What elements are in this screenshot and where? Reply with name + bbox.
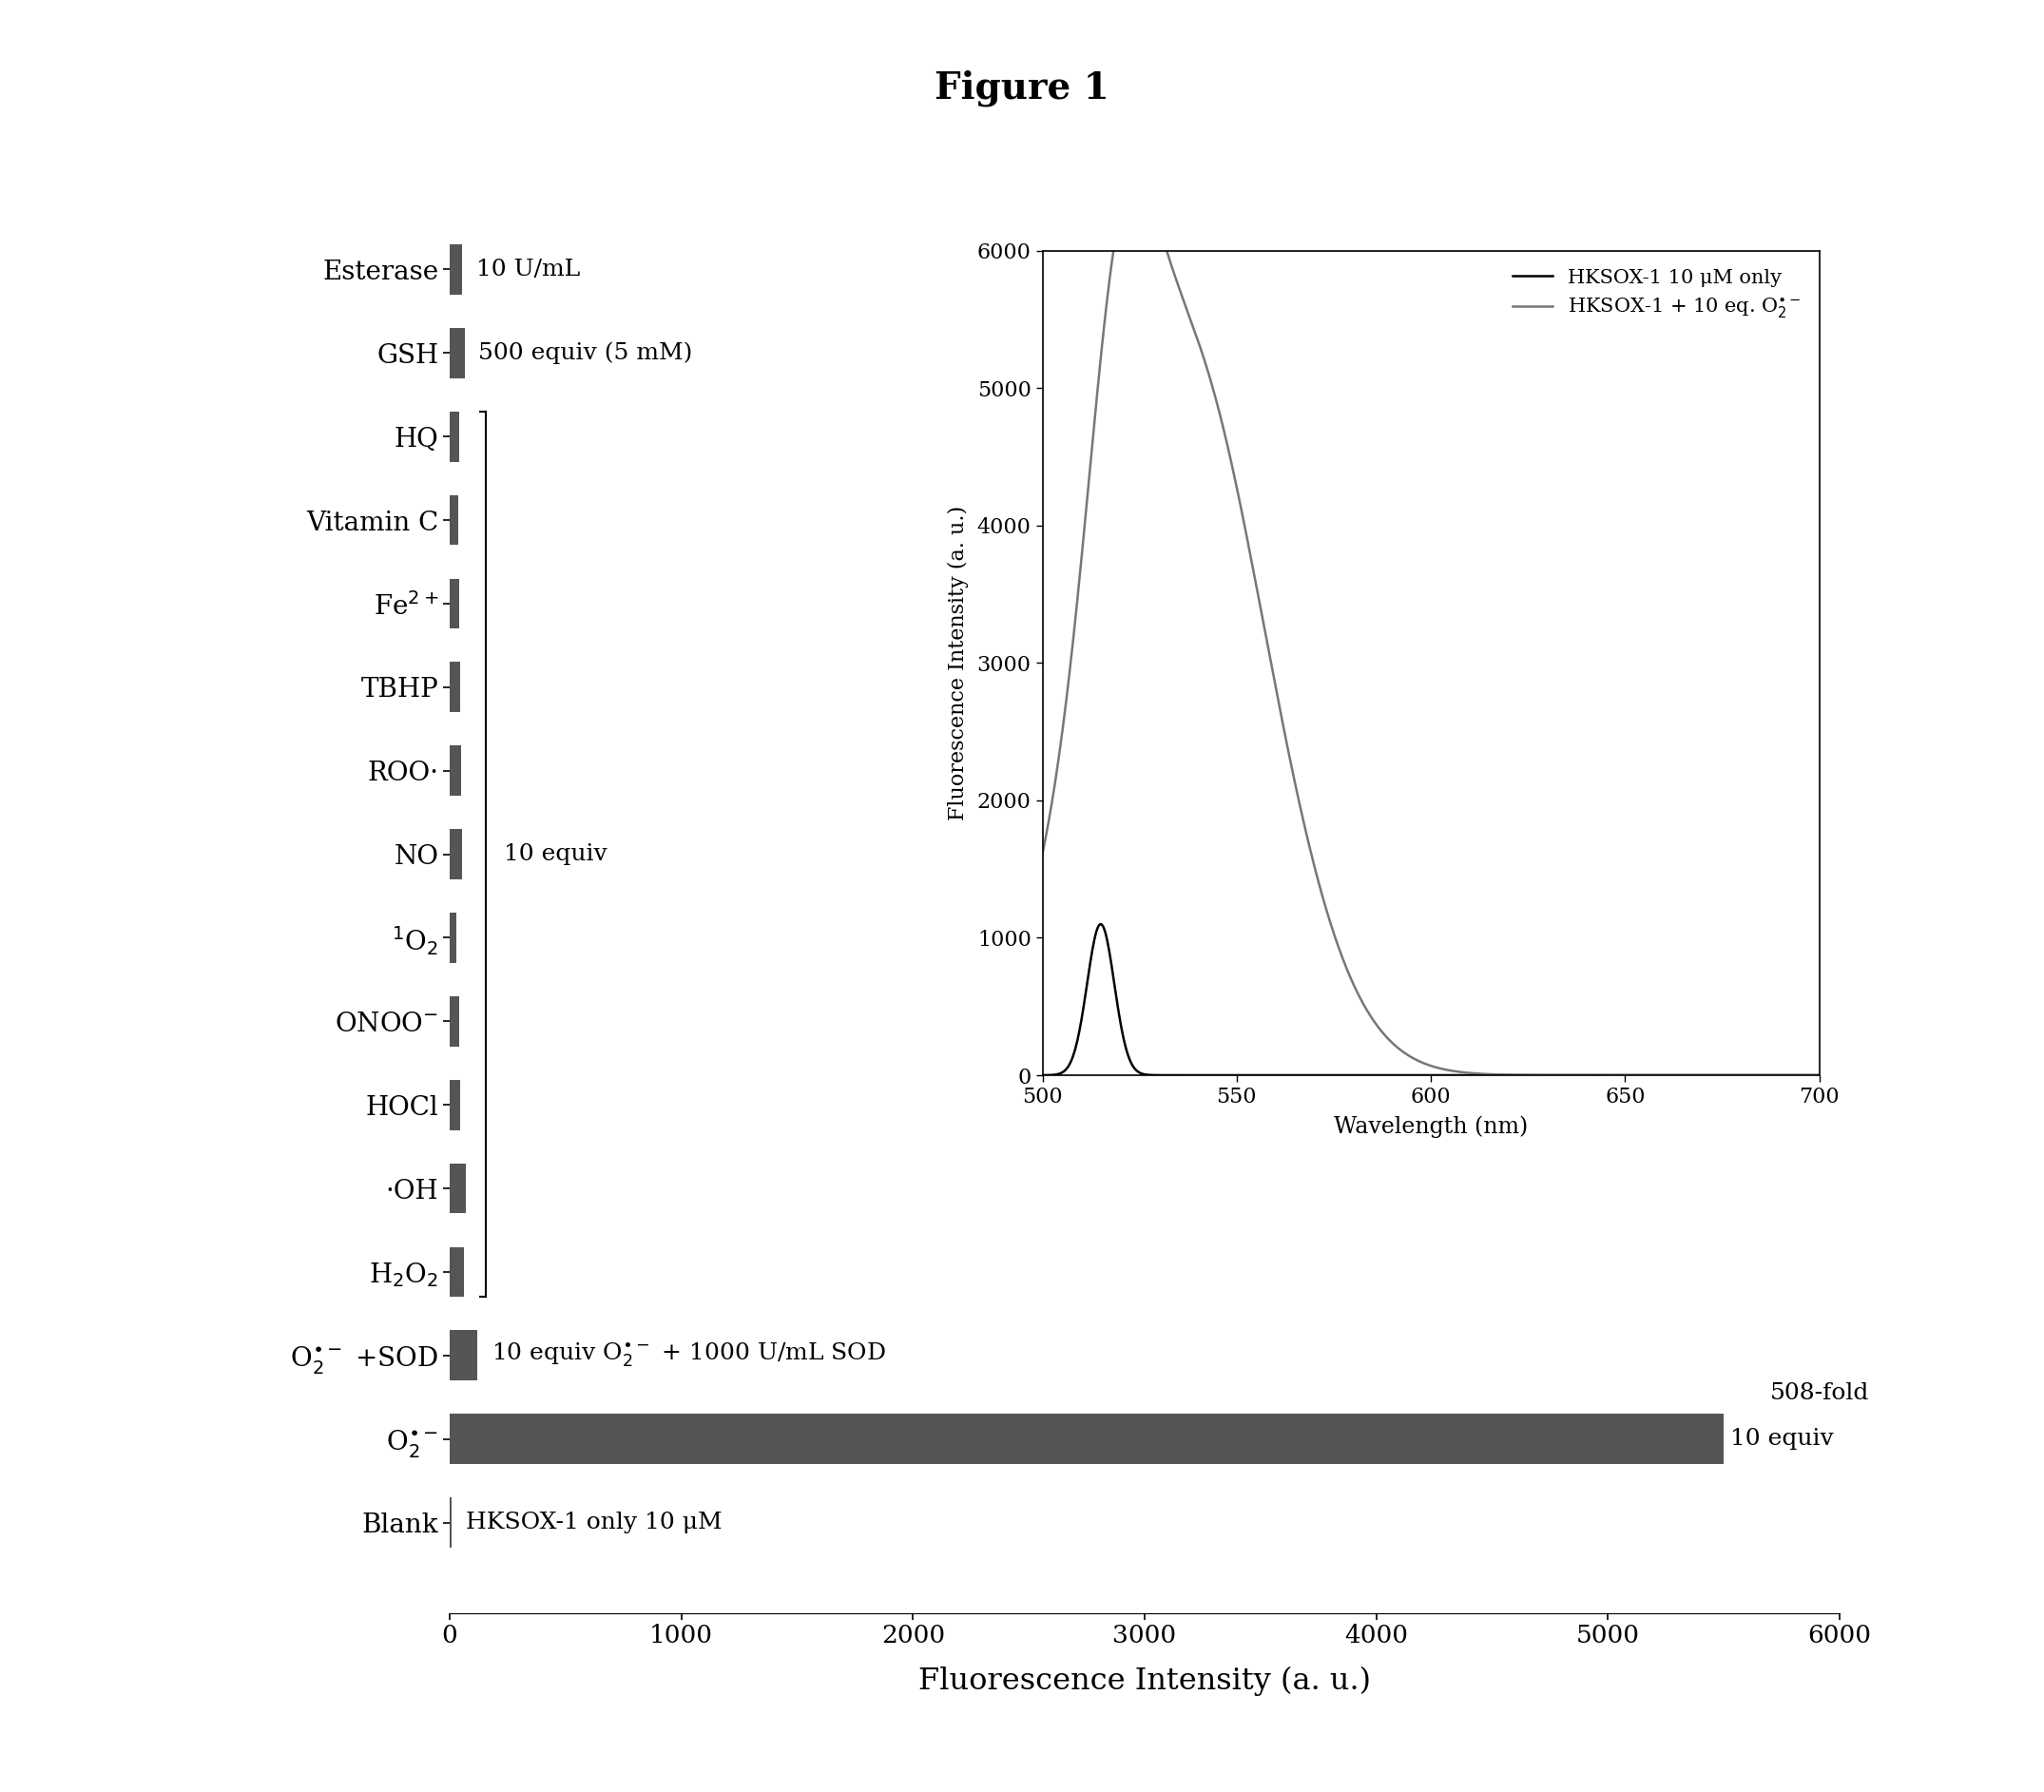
X-axis label: Fluorescence Intensity (a. u.): Fluorescence Intensity (a. u.) — [918, 1667, 1372, 1695]
Bar — [450, 1163, 466, 1213]
X-axis label: Wavelength (nm): Wavelength (nm) — [1335, 1115, 1529, 1138]
Bar — [450, 996, 460, 1047]
Text: 10 equiv: 10 equiv — [505, 844, 607, 866]
Bar — [450, 1414, 1723, 1464]
Bar — [450, 1247, 464, 1297]
Bar — [450, 412, 460, 462]
Bar — [450, 830, 462, 880]
Text: 508-fold: 508-fold — [1770, 1382, 1870, 1403]
Text: 10 U/mL: 10 U/mL — [476, 258, 580, 280]
Text: 500 equiv (5 mM): 500 equiv (5 mM) — [478, 342, 693, 364]
Text: 10 equiv O$_{2}^{\bullet-}$ + 1000 U/mL SOD: 10 equiv O$_{2}^{\bullet-}$ + 1000 U/mL … — [491, 1342, 885, 1369]
Bar — [450, 912, 456, 962]
Bar — [450, 1330, 478, 1380]
Bar — [450, 1498, 452, 1548]
Legend: HKSOX-1 10 μM only, HKSOX-1 + 10 eq. O$_{2}^{\bullet-}$: HKSOX-1 10 μM only, HKSOX-1 + 10 eq. O$_… — [1504, 262, 1809, 328]
Bar — [450, 745, 462, 796]
Bar — [450, 244, 462, 294]
Text: 10 equiv: 10 equiv — [1731, 1428, 1833, 1450]
Bar — [450, 495, 458, 545]
Bar — [450, 579, 460, 629]
Bar — [450, 1081, 460, 1131]
Bar — [450, 328, 464, 378]
Y-axis label: Fluorescence Intensity (a. u.): Fluorescence Intensity (a. u.) — [948, 505, 969, 821]
Bar — [450, 661, 460, 711]
Text: Figure 1: Figure 1 — [934, 70, 1110, 108]
Text: HKSOX-1 only 10 μM: HKSOX-1 only 10 μM — [466, 1512, 722, 1534]
